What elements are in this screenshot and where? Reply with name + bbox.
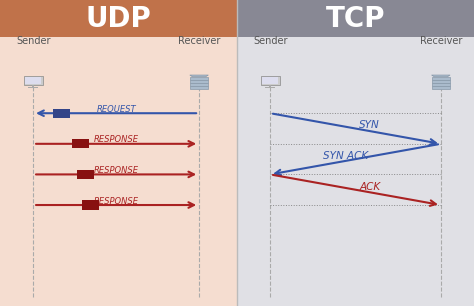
Text: SYN: SYN (359, 121, 380, 130)
Bar (24, 76, 43, 85)
Bar (77, 170, 94, 179)
Bar (237, 0, 474, 37)
Text: UDP: UDP (86, 5, 151, 33)
Polygon shape (237, 0, 474, 306)
Text: REQUEST: REQUEST (96, 105, 136, 114)
Bar (190, 86, 209, 89)
Bar (32, 85, 35, 87)
Bar (53, 109, 70, 118)
Text: Sender: Sender (253, 36, 287, 46)
Text: RESPONSE: RESPONSE (94, 166, 138, 175)
Polygon shape (190, 75, 209, 77)
Text: ACK: ACK (359, 182, 380, 192)
Polygon shape (431, 75, 450, 77)
Text: Receiver: Receiver (419, 36, 462, 46)
Text: RESPONSE: RESPONSE (94, 135, 138, 144)
Bar (269, 85, 271, 87)
Bar (261, 76, 280, 85)
Bar (82, 200, 99, 210)
Polygon shape (0, 0, 237, 306)
Text: SYN ACK: SYN ACK (323, 151, 369, 161)
Bar (265, 87, 275, 88)
Bar (28, 87, 38, 88)
Bar (190, 80, 209, 83)
Bar (72, 139, 89, 148)
Bar (431, 83, 450, 86)
Bar (0, 0, 237, 37)
Text: Receiver: Receiver (178, 36, 220, 46)
Text: Sender: Sender (16, 36, 50, 46)
Bar (190, 77, 209, 80)
Bar (263, 77, 278, 84)
Bar (26, 77, 41, 84)
Text: RESPONSE: RESPONSE (94, 196, 138, 206)
Text: TCP: TCP (326, 5, 385, 33)
Bar (431, 77, 450, 80)
Bar (431, 86, 450, 89)
Bar (190, 83, 209, 86)
Bar (431, 80, 450, 83)
